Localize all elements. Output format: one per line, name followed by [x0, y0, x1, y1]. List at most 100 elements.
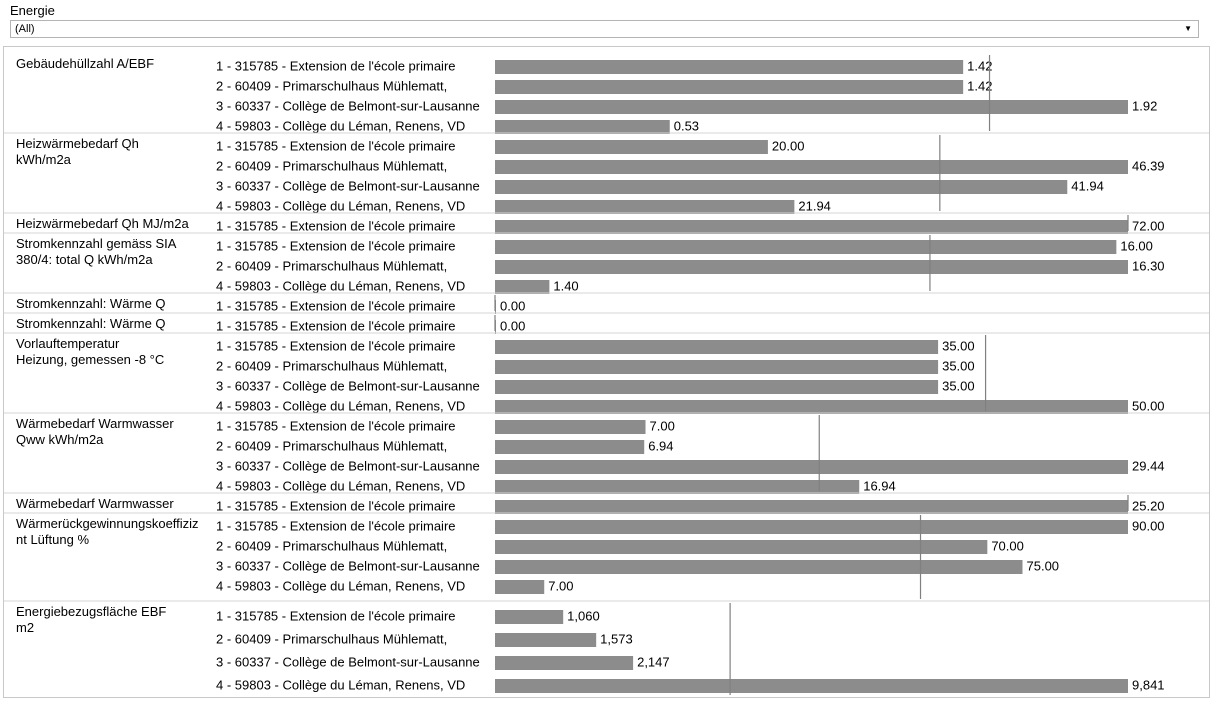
data-label: 1.42 — [967, 78, 992, 93]
data-label: 50.00 — [1132, 398, 1165, 413]
data-label: 7.00 — [548, 578, 573, 593]
row-label: 2 - 60409 - Primarschulhaus Mühlematt, — [216, 538, 447, 553]
bar — [495, 480, 860, 494]
row-label: 4 - 59803 - Collège du Léman, Renens, VD — [216, 278, 465, 293]
row-label: 3 - 60337 - Collège de Belmont-sur-Lausa… — [216, 654, 480, 669]
metric-label: Stromkennzahl: Wärme Q — [16, 296, 166, 311]
row-label: 3 - 60337 - Collège de Belmont-sur-Lausa… — [216, 378, 480, 393]
row-label: 4 - 59803 - Collège du Léman, Renens, VD — [216, 398, 465, 413]
row-label: 1 - 315785 - Extension de l'école primai… — [216, 418, 456, 433]
data-label: 90.00 — [1132, 518, 1165, 533]
data-label: 1.40 — [553, 278, 578, 293]
row-label: 1 - 315785 - Extension de l'école primai… — [216, 138, 456, 153]
metric-label: kWh/m2a — [16, 152, 72, 167]
metric-label: 380/4: total Q kWh/m2a — [16, 252, 153, 267]
bar — [495, 679, 1128, 693]
bar-chart: Gebäudehüllzahl A/EBF 1 - 315785 - Extens… — [4, 55, 1209, 695]
data-label: 6.94 — [648, 438, 673, 453]
data-label: 16.30 — [1132, 258, 1165, 273]
bar — [495, 220, 1128, 234]
row-label: 4 - 59803 - Collège du Léman, Renens, VD — [216, 578, 465, 593]
bar — [495, 656, 634, 670]
bar — [495, 340, 939, 354]
filter-label: Energie — [10, 3, 55, 18]
data-label: 0.53 — [674, 118, 699, 133]
metric-label: Wärmebedarf Warmwasser — [16, 496, 174, 511]
bar — [495, 400, 1128, 414]
bar — [495, 500, 1128, 514]
row-label: 1 - 315785 - Extension de l'école primai… — [216, 58, 456, 73]
metric-label: nt Lüftung % — [16, 532, 89, 547]
row-label: 2 - 60409 - Primarschulhaus Mühlematt, — [216, 438, 447, 453]
filter-value: (All) — [15, 23, 35, 35]
data-label: 9,841 — [1132, 677, 1165, 692]
bar — [495, 100, 1128, 114]
bar — [495, 360, 939, 374]
bar — [495, 380, 939, 394]
bar — [495, 260, 1128, 274]
data-label: 46.39 — [1132, 158, 1165, 173]
metric-label: Energiebezugsfläche EBF — [16, 604, 166, 619]
data-label: 0.00 — [500, 318, 525, 333]
bar — [495, 160, 1128, 174]
data-label: 1,573 — [600, 631, 633, 646]
bar — [495, 60, 964, 74]
bar — [495, 580, 545, 594]
data-label: 1,060 — [567, 608, 600, 623]
row-label: 2 - 60409 - Primarschulhaus Mühlematt, — [216, 631, 447, 646]
data-label: 35.00 — [942, 358, 975, 373]
bar — [495, 440, 645, 454]
data-label: 16.00 — [1120, 238, 1153, 253]
row-label: 1 - 315785 - Extension de l'école primai… — [216, 218, 456, 233]
row-label: 3 - 60337 - Collège de Belmont-sur-Lausa… — [216, 178, 480, 193]
row-label: 4 - 59803 - Collège du Léman, Renens, VD — [216, 677, 465, 692]
data-label: 2,147 — [637, 654, 670, 669]
metric-label: Wärmerückgewinnungskoeffiziz — [16, 516, 199, 531]
row-label: 3 - 60337 - Collège de Belmont-sur-Lausa… — [216, 98, 480, 113]
bar — [495, 540, 988, 554]
metric-label: Heizwärmebedarf Qh — [16, 136, 139, 151]
data-label: 35.00 — [942, 378, 975, 393]
data-label: 29.44 — [1132, 458, 1165, 473]
bar — [495, 560, 1023, 574]
data-label: 16.94 — [863, 478, 896, 493]
metric-label: Heizwärmebedarf Qh MJ/m2a — [16, 216, 189, 231]
row-label: 2 - 60409 - Primarschulhaus Mühlematt, — [216, 258, 447, 273]
data-label: 41.94 — [1071, 178, 1104, 193]
metric-label: Stromkennzahl gemäss SIA — [16, 236, 177, 251]
data-label: 7.00 — [650, 418, 675, 433]
bar — [495, 120, 670, 134]
metric-label: Qww kWh/m2a — [16, 432, 104, 447]
data-label: 70.00 — [991, 538, 1024, 553]
bar — [495, 633, 597, 647]
metric-label: Gebäudehüllzahl A/EBF — [16, 56, 154, 71]
filter-dropdown[interactable]: (All) ▼ — [10, 20, 1199, 38]
bar — [495, 280, 550, 294]
row-label: 1 - 315785 - Extension de l'école primai… — [216, 318, 456, 333]
metric-label: Heizung, gemessen -8 °C — [16, 352, 164, 367]
data-label: 35.00 — [942, 338, 975, 353]
row-label: 4 - 59803 - Collège du Léman, Renens, VD — [216, 478, 465, 493]
bar — [495, 610, 564, 624]
row-label: 1 - 315785 - Extension de l'école primai… — [216, 498, 456, 513]
dropdown-arrow-icon[interactable]: ▼ — [1184, 24, 1192, 33]
data-label: 1.42 — [967, 58, 992, 73]
row-label: 2 - 60409 - Primarschulhaus Mühlematt, — [216, 78, 447, 93]
row-label: 3 - 60337 - Collège de Belmont-sur-Lausa… — [216, 458, 480, 473]
row-label: 2 - 60409 - Primarschulhaus Mühlematt, — [216, 358, 447, 373]
row-label: 1 - 315785 - Extension de l'école primai… — [216, 338, 456, 353]
data-label: 0.00 — [500, 298, 525, 313]
row-label: 3 - 60337 - Collège de Belmont-sur-Lausa… — [216, 558, 480, 573]
bar — [495, 80, 964, 94]
row-label: 1 - 315785 - Extension de l'école primai… — [216, 238, 456, 253]
row-label: 1 - 315785 - Extension de l'école primai… — [216, 518, 456, 533]
bar — [495, 240, 1117, 254]
data-label: 72.00 — [1132, 218, 1165, 233]
row-label: 1 - 315785 - Extension de l'école primai… — [216, 298, 456, 313]
data-label: 25.20 — [1132, 498, 1165, 513]
row-label: 4 - 59803 - Collège du Léman, Renens, VD — [216, 198, 465, 213]
metric-label: Vorlauftemperatur — [16, 336, 120, 351]
row-label: 4 - 59803 - Collège du Léman, Renens, VD — [216, 118, 465, 133]
metric-label: m2 — [16, 620, 34, 635]
data-label: 1.92 — [1132, 98, 1157, 113]
